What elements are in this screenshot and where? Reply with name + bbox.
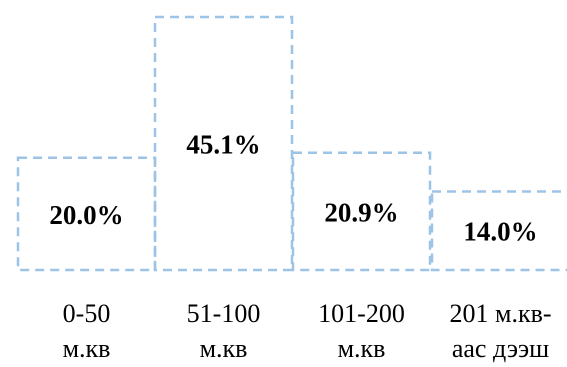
bar-1 [16,156,157,272]
bar-2 [153,15,294,272]
category-label-3-line-1: 101-200 [318,299,405,328]
bar-value-label-4: 14.0% [463,217,537,247]
bar-4 [430,190,567,272]
bar-value-label-1: 20.0% [49,200,123,230]
category-label-4-line-2: аас дээш [452,334,549,363]
category-label-4-line-1: 201 м.кв- [449,299,551,328]
category-label-2-line-2: м.кв [200,334,248,363]
bar-3 [291,151,432,272]
bar-value-label-2: 45.1% [186,130,260,160]
category-label-3-line-2: м.кв [338,334,386,363]
category-label-1-line-2: м.кв [63,334,111,363]
category-label-1-line-1: 0-50 [63,299,111,328]
bar-value-label-3: 20.9% [324,197,398,227]
category-label-2-line-1: 51-100 [187,299,261,328]
